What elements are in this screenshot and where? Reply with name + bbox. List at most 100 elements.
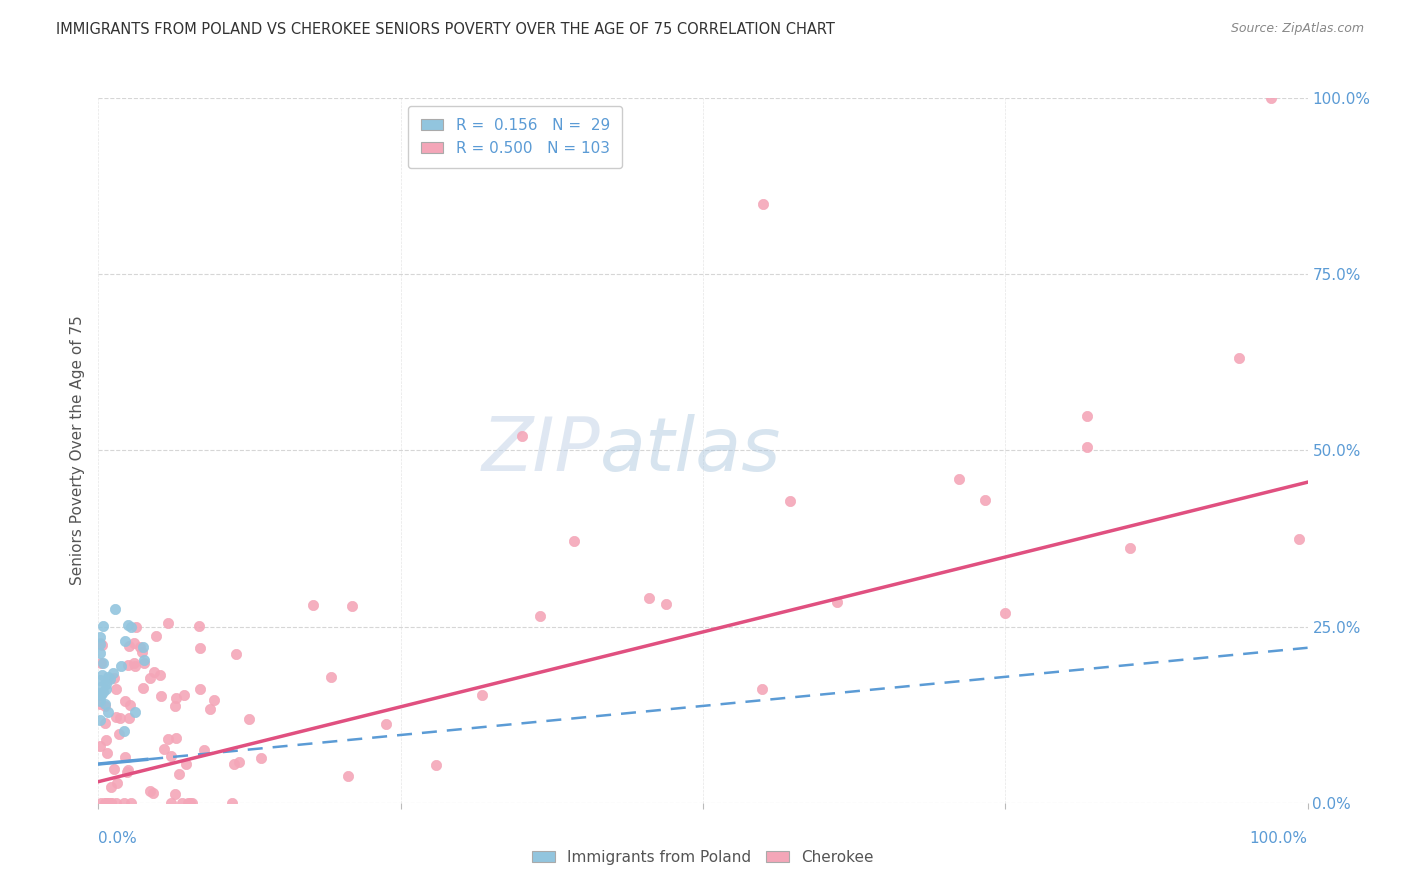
Point: [100, 796, 122, 810]
Point: [114, 694, 136, 708]
Point: [994, 606, 1017, 620]
Point: [562, 533, 585, 548]
Point: [510, 429, 533, 443]
Point: [228, 756, 250, 770]
Point: [145, 629, 167, 643]
Point: [143, 665, 166, 679]
Point: [169, 767, 191, 781]
Point: [100, 796, 122, 810]
Point: [89, 713, 111, 727]
Point: [1076, 440, 1098, 454]
Point: [89, 646, 111, 660]
Point: [94, 796, 117, 810]
Point: [94, 697, 117, 711]
Text: 100.0%: 100.0%: [1250, 831, 1308, 846]
Point: [204, 693, 226, 707]
Point: [122, 636, 145, 650]
Point: [91, 619, 114, 633]
Point: [948, 472, 970, 486]
Point: [91, 685, 114, 699]
Point: [105, 776, 128, 790]
Point: [170, 796, 193, 810]
Text: Source: ZipAtlas.com: Source: ZipAtlas.com: [1230, 22, 1364, 36]
Point: [101, 666, 124, 681]
Point: [89, 631, 111, 645]
Point: [120, 796, 142, 810]
Point: [112, 724, 135, 739]
Point: [94, 716, 117, 731]
Point: [131, 640, 153, 654]
Point: [238, 712, 260, 726]
Point: [159, 749, 181, 764]
Point: [105, 710, 128, 724]
Point: [97, 705, 120, 719]
Point: [90, 638, 112, 652]
Point: [751, 681, 773, 696]
Point: [124, 705, 146, 719]
Point: [302, 598, 325, 612]
Point: [340, 599, 363, 613]
Point: [529, 609, 551, 624]
Point: [91, 679, 114, 693]
Point: [319, 670, 342, 684]
Point: [471, 688, 494, 702]
Point: [779, 494, 801, 508]
Point: [148, 667, 170, 681]
Point: [110, 658, 132, 673]
Point: [89, 698, 111, 712]
Point: [193, 743, 215, 757]
Point: [655, 598, 678, 612]
Point: [118, 639, 141, 653]
Point: [139, 672, 162, 686]
Legend: R =  0.156   N =  29, R = 0.500   N = 103: R = 0.156 N = 29, R = 0.500 N = 103: [408, 106, 623, 168]
Point: [1076, 409, 1098, 423]
Point: [188, 681, 211, 696]
Text: atlas: atlas: [600, 415, 782, 486]
Point: [94, 733, 117, 747]
Point: [104, 681, 127, 696]
Text: 0.0%: 0.0%: [98, 831, 138, 846]
Point: [100, 780, 122, 794]
Point: [974, 493, 997, 508]
Point: [125, 620, 148, 634]
Point: [176, 796, 198, 810]
Point: [89, 686, 111, 700]
Point: [425, 757, 447, 772]
Point: [150, 689, 173, 703]
Point: [90, 796, 112, 810]
Point: [105, 796, 128, 810]
Point: [134, 653, 156, 667]
Point: [1229, 351, 1251, 365]
Point: [165, 691, 187, 706]
Point: [128, 640, 150, 654]
Point: [160, 796, 183, 810]
Point: [89, 739, 111, 753]
Point: [132, 657, 155, 671]
Point: [104, 602, 127, 616]
Point: [103, 762, 125, 776]
Point: [200, 702, 222, 716]
Point: [94, 676, 117, 690]
Point: [165, 698, 187, 713]
Point: [115, 765, 138, 780]
Point: [89, 637, 111, 651]
Point: [156, 615, 179, 630]
Point: [188, 640, 211, 655]
Point: [179, 796, 201, 810]
Point: [1119, 541, 1142, 556]
Point: [221, 796, 243, 810]
Point: [118, 698, 141, 712]
Point: [124, 656, 146, 670]
Point: [139, 784, 162, 798]
Point: [638, 591, 661, 605]
Point: [1260, 91, 1282, 105]
Point: [114, 634, 136, 648]
Point: [374, 716, 396, 731]
Point: [132, 681, 155, 695]
Point: [90, 657, 112, 671]
Point: [117, 658, 139, 673]
Point: [96, 746, 118, 760]
Point: [90, 688, 112, 702]
Point: [120, 620, 142, 634]
Point: [225, 647, 247, 661]
